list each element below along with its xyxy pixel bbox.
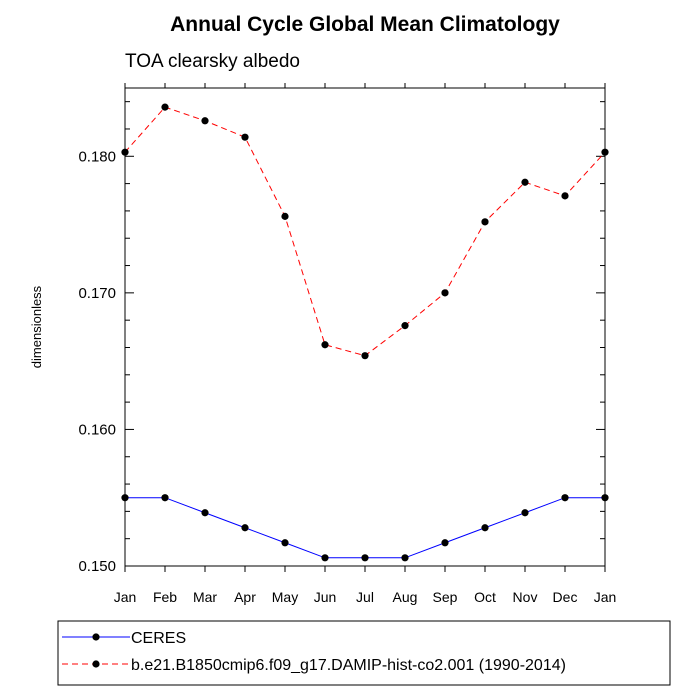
series-2-point xyxy=(561,192,569,200)
y-tick-label: 0.160 xyxy=(78,421,116,438)
chart-title: Annual Cycle Global Mean Climatology xyxy=(170,13,560,36)
series-2-point xyxy=(401,322,409,330)
plot-frame xyxy=(124,87,606,567)
y-axis-label: dimensionless xyxy=(29,285,44,368)
x-tick-label: Nov xyxy=(513,589,538,605)
series-2-point xyxy=(281,212,289,220)
series-2-point xyxy=(201,117,209,125)
x-tick-label: Jan xyxy=(594,589,617,605)
legend-box xyxy=(57,620,671,686)
y-tick-label: 0.170 xyxy=(78,285,116,302)
series-1-point xyxy=(361,554,369,562)
series-1-point xyxy=(281,539,289,547)
series-1-point xyxy=(321,554,329,562)
axis-ticks: 0.150 0.160 0.170 0.180 Jan Feb Mar Apr May Jun Ju… xyxy=(78,83,616,605)
series-line-1 xyxy=(125,497,605,559)
series-1-point xyxy=(161,494,169,502)
series-1-point xyxy=(481,524,489,532)
x-tick-label: Apr xyxy=(234,589,256,605)
x-tick-label: Jan xyxy=(114,589,137,605)
series-1-point xyxy=(441,539,449,547)
series-2-point xyxy=(241,133,249,141)
legend-label-1: CERES xyxy=(131,630,186,647)
series-1-point xyxy=(561,494,569,502)
series-2-point xyxy=(521,178,529,186)
legend-marker-1 xyxy=(92,633,100,641)
series-2-point xyxy=(161,103,169,111)
series-2-point xyxy=(441,289,449,297)
x-tick-label: Jul xyxy=(356,589,374,605)
series-1-point xyxy=(201,509,209,517)
x-tick-label: Aug xyxy=(393,589,418,605)
x-tick-label: Mar xyxy=(193,589,217,605)
series-2-point xyxy=(321,341,329,349)
series-2-point xyxy=(601,148,609,156)
x-tick-label: Dec xyxy=(553,589,578,605)
legend-label-2: b.e21.B1850cmip6.f09_g17.DAMIP-hist-co2.… xyxy=(131,657,566,674)
legend-marker-2 xyxy=(92,660,100,668)
series-2-point xyxy=(481,218,489,226)
legend: CERES b.e21.B1850cmip6.f09_g17.DAMIP-hist… xyxy=(62,630,566,674)
chart-subtitle: TOA clearsky albedo xyxy=(125,51,300,72)
series-1-point xyxy=(241,524,249,532)
series-2-point xyxy=(121,148,129,156)
plot-series xyxy=(121,103,609,562)
x-tick-label: May xyxy=(272,589,298,605)
series-2-point xyxy=(361,352,369,360)
series-line-2 xyxy=(124,106,606,357)
x-tick-label: Oct xyxy=(474,589,496,605)
series-1-point xyxy=(521,509,529,517)
series-1-point xyxy=(601,494,609,502)
x-tick-label: Jun xyxy=(314,589,337,605)
series-1-point xyxy=(401,554,409,562)
x-tick-label: Feb xyxy=(153,589,177,605)
y-tick-label: 0.150 xyxy=(78,558,116,575)
x-tick-label: Sep xyxy=(433,589,458,605)
y-tick-label: 0.180 xyxy=(78,148,116,165)
series-1-point xyxy=(121,494,129,502)
